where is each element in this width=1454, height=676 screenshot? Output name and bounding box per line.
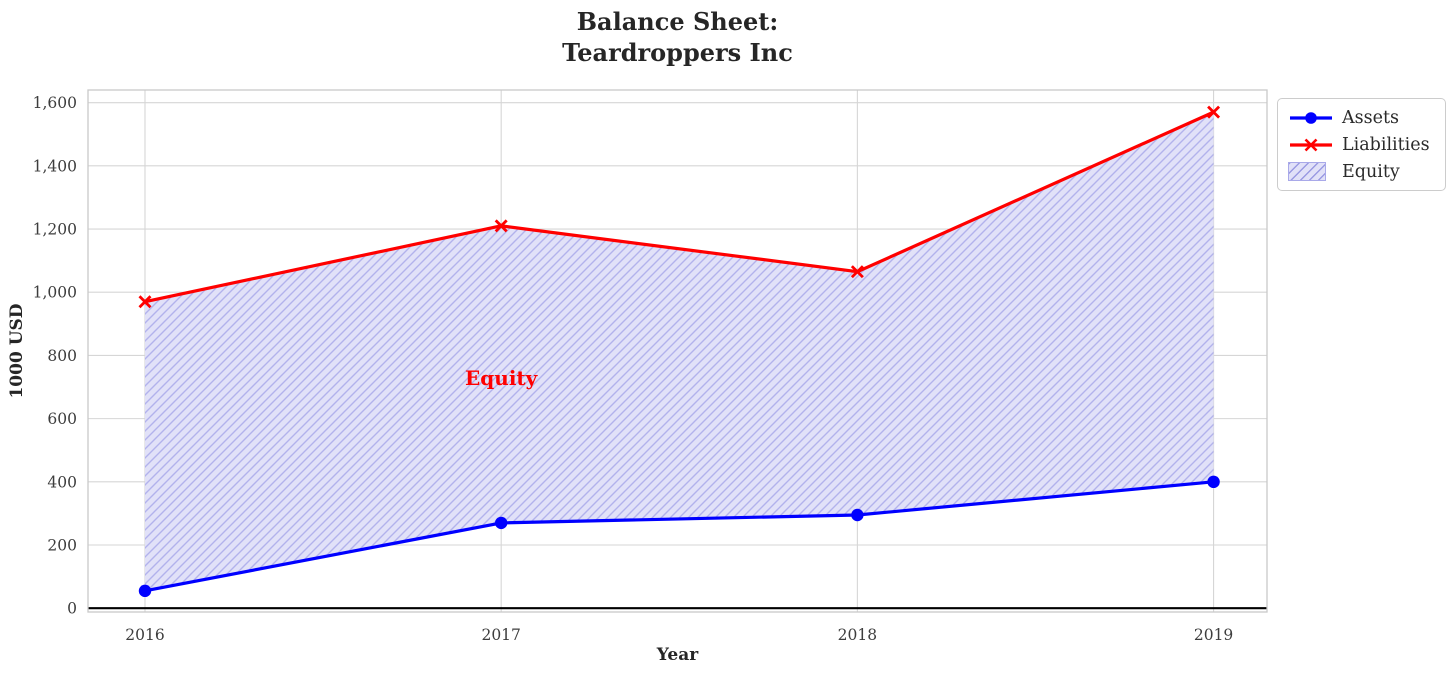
- assets-line: [144, 480, 1214, 593]
- ytick-label: 1,000: [33, 284, 77, 302]
- legend-item-assets: Assets: [1288, 105, 1435, 130]
- liabilities-marker: [138, 295, 152, 309]
- liabilities-marker: [1207, 105, 1221, 119]
- equity-annotation: Equity: [465, 365, 538, 390]
- legend-item-liabilities: Liabilities: [1288, 132, 1435, 157]
- xtick-label: 2017: [481, 626, 520, 644]
- ytick-label: 400: [47, 473, 77, 491]
- ytick-label: 0: [67, 600, 77, 618]
- ytick-label: 1,200: [33, 221, 77, 239]
- assets-marker: [138, 584, 152, 598]
- assets-marker: [851, 508, 864, 522]
- assets-marker: [1207, 475, 1220, 489]
- ytick-label: 600: [47, 410, 77, 428]
- assets-line-sample: [1288, 107, 1334, 129]
- legend: Assets Liabilities Equity: [1277, 98, 1446, 191]
- x-axis-label: Year: [656, 645, 699, 665]
- ytick-label: 1,600: [33, 94, 77, 112]
- legend-label-liabilities: Liabilities: [1342, 134, 1430, 155]
- liabilities-line: [144, 110, 1215, 304]
- legend-label-equity: Equity: [1342, 161, 1400, 182]
- xtick-label: 2019: [1194, 626, 1233, 644]
- plot-border: [87, 89, 1268, 613]
- xtick-label: 2018: [838, 626, 877, 644]
- ytick-label: 200: [47, 537, 77, 555]
- assets-marker: [494, 516, 508, 530]
- chart-title: Balance Sheet: Teardroppers Inc: [562, 7, 793, 67]
- y-axis-label: 1000 USD: [7, 303, 27, 399]
- legend-item-equity: Equity: [1288, 159, 1435, 184]
- ytick-label: 800: [47, 347, 77, 365]
- xtick-label: 2016: [125, 626, 164, 644]
- liabilities-line-sample: [1288, 134, 1334, 156]
- liabilities-marker: [494, 219, 508, 233]
- ytick-label: 1,400: [33, 157, 77, 175]
- liabilities-marker: [850, 265, 864, 279]
- legend-label-assets: Assets: [1342, 107, 1399, 128]
- equity-fill-hatch: [144, 112, 1214, 591]
- equity-patch-sample: [1288, 162, 1334, 181]
